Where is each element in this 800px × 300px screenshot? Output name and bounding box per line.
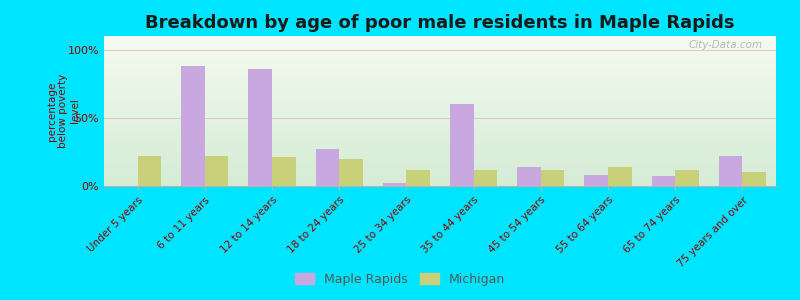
Bar <box>541 169 564 186</box>
Bar <box>205 156 228 186</box>
Bar <box>383 183 406 186</box>
Bar <box>339 159 362 186</box>
Bar <box>652 176 675 186</box>
Bar <box>675 169 698 186</box>
Bar <box>316 149 339 186</box>
Bar <box>406 169 430 186</box>
Bar <box>474 169 497 186</box>
Legend: Maple Rapids, Michigan: Maple Rapids, Michigan <box>290 268 510 291</box>
Bar <box>272 158 295 186</box>
Bar <box>138 156 161 186</box>
Text: City-Data.com: City-Data.com <box>689 40 762 50</box>
Bar <box>742 172 766 186</box>
Bar <box>719 156 742 186</box>
Bar <box>249 69 272 186</box>
Y-axis label: percentage
below poverty
level: percentage below poverty level <box>46 74 80 148</box>
Title: Breakdown by age of poor male residents in Maple Rapids: Breakdown by age of poor male residents … <box>146 14 734 32</box>
Bar <box>585 175 608 186</box>
Bar <box>518 167 541 186</box>
Bar <box>450 104 474 186</box>
Bar <box>608 167 631 186</box>
Bar <box>182 66 205 186</box>
